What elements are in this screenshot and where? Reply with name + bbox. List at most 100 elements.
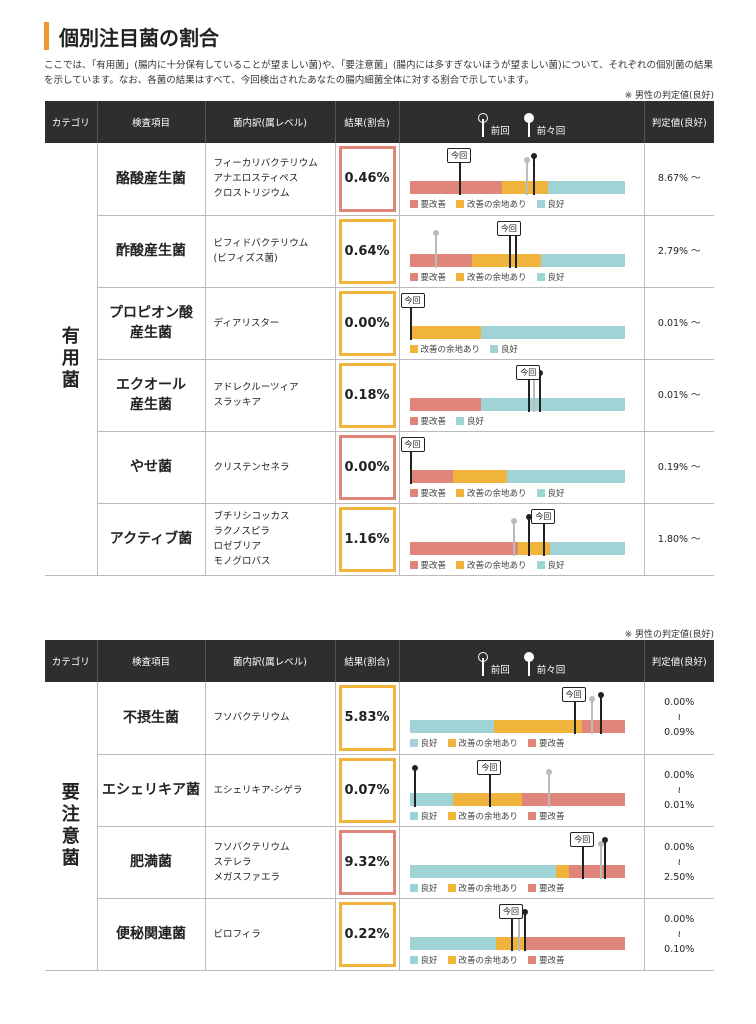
table-row: エクオール 産生菌 アドレクルーツィア スラッキア 0.18% 今回 要改善 良好 0.01% … xyxy=(45,359,714,432)
legend-item-yellow: 改善の余地あり xyxy=(456,198,527,210)
header-bacteria: 菌内訳(属レベル) xyxy=(205,101,336,143)
prev2-marker xyxy=(526,513,533,520)
result-cell: 0.07% xyxy=(335,754,400,827)
item-line: プロピオン酸 xyxy=(109,305,193,321)
judgment-value: 0.01% 〜 xyxy=(644,287,714,360)
prev2-marker xyxy=(411,764,418,771)
chart-legend: 良好 改善の余地あり 要改善 xyxy=(409,810,565,822)
legend-label-red: 要改善 xyxy=(420,488,447,499)
category-char: 注 xyxy=(61,803,80,825)
item-line: やせ菌 xyxy=(130,459,172,475)
legend-item-yellow: 改善の余地あり xyxy=(456,487,527,499)
item-line: アクティブ菌 xyxy=(109,531,193,547)
chart-cell: 今回 要改善 改善の余地あり 良好 xyxy=(399,431,645,504)
bar-segment-yellow xyxy=(493,720,583,733)
item-name: エクオール 産生菌 xyxy=(97,359,206,432)
category-char: 意 xyxy=(61,825,80,847)
prev-needle xyxy=(599,844,602,879)
legend-label-blue: 良好 xyxy=(547,200,565,210)
bacteria-list: フソバクテリウム xyxy=(205,682,336,755)
legend-label-yellow: 改善の余地あり xyxy=(458,739,519,749)
beneficial-bacteria-table: カテゴリ 検査項目 菌内訳(属レベル) 結果(割合) 前回 前々回 判定値(良好) 有用菌 酪酸… xyxy=(45,101,714,576)
bacteria-list: エシェリキア-シゲラ xyxy=(205,754,336,827)
legend-item-red: 要改善 xyxy=(409,415,447,427)
item-line: 便秘関連菌 xyxy=(116,926,186,942)
prev2-needle xyxy=(523,912,526,951)
chart-legend: 良好 改善の余地あり 要改善 xyxy=(409,882,565,894)
result-value: 0.00% xyxy=(338,434,396,500)
header-result: 結果(割合) xyxy=(335,101,400,143)
legend-item-red: 要改善 xyxy=(528,810,565,822)
legend-item-red: 要改善 xyxy=(409,487,447,499)
legend-label-yellow: 改善の余地あり xyxy=(467,272,527,283)
item-name: 肥満菌 xyxy=(97,826,206,899)
category-char: 菌 xyxy=(61,847,80,869)
bacteria-name: ラクノスピラ xyxy=(213,526,270,537)
page-title: 個別注目菌の割合 xyxy=(59,25,219,50)
item-name: プロピオン酸 産生菌 xyxy=(97,287,206,360)
pin-label-prev: 前回 xyxy=(490,665,510,676)
bacteria-name: クリステンセネラ xyxy=(213,461,290,473)
current-tag: 今回 xyxy=(496,220,521,236)
bar-segment-yellow xyxy=(556,864,570,878)
bacteria-list: フィーカリバクテリウム アナエロスティペス クロストリジウム xyxy=(205,143,336,216)
result-cell: 9.32% xyxy=(335,826,400,899)
bacteria-name: ビフィドバクテリウム xyxy=(213,238,309,249)
chart-cell: 今回 要改善 改善の余地あり 良好 xyxy=(399,215,645,288)
prev-marker xyxy=(511,517,518,524)
bar-segment-yellow xyxy=(517,541,550,555)
legend-label-red: 要改善 xyxy=(539,883,565,894)
result-bar-chart: 今回 改善の余地あり 良好 xyxy=(400,288,626,359)
bar-segment-red xyxy=(526,936,626,950)
result-value: 9.32% xyxy=(338,829,396,895)
legend-swatch-blue xyxy=(409,739,418,747)
table-row: エシェリキア菌 エシェリキア-シゲラ 0.07% 今回 良好 改善の余地あり 要改善 0.00… xyxy=(45,754,714,827)
chart-cell: 今回良好 改善の余地あり 要改善 xyxy=(399,754,645,827)
legend-item-red: 要改善 xyxy=(409,559,446,571)
caution-bacteria-table: カテゴリ 検査項目 菌内訳(属レベル) 結果(割合) 前回 前々回 判定値(良好) 要注意菌 不… xyxy=(45,640,714,971)
current-tag: 今回 xyxy=(570,831,595,847)
legend-label-red: 要改善 xyxy=(420,416,447,427)
prev-needle xyxy=(547,772,550,807)
prev2-marker xyxy=(597,692,604,698)
legend-swatch-yellow xyxy=(456,560,465,569)
prev-marker xyxy=(545,768,552,775)
bacteria-name: ブチリシコッカス xyxy=(213,511,290,522)
pin-legend-prev2: 前々回 xyxy=(523,113,565,137)
header-result: 結果(割合) xyxy=(335,640,400,682)
prev-needle xyxy=(532,377,535,412)
bacteria-name: (ビフィズス菌) xyxy=(213,253,278,264)
bacteria-name: アナエロスティペス xyxy=(213,173,299,185)
prev2-needle xyxy=(599,696,602,734)
legend-label-yellow: 改善の余地あり xyxy=(420,344,481,355)
current-tag: 今回 xyxy=(477,759,502,775)
prev2-needle xyxy=(532,157,535,195)
pin-head xyxy=(523,652,534,662)
bacteria-name: フィーカリバクテリウム xyxy=(213,158,318,170)
bacteria-name: アドレクルーツィア xyxy=(213,382,299,393)
judgment-line: 0.01% 〜 xyxy=(657,317,701,329)
legend-item-yellow: 改善の余地あり xyxy=(447,810,518,822)
pin-stem xyxy=(527,658,530,676)
judgment-line: 1.80% 〜 xyxy=(657,533,701,545)
judgment-value: 0.00% ≀ 2.50% xyxy=(644,826,714,899)
result-bar-chart: 今回 要改善 改善の余地あり 良好 xyxy=(400,432,626,503)
legend-item-blue: 良好 xyxy=(409,882,438,894)
legend-item-blue: 良好 xyxy=(409,954,438,966)
header-category: カテゴリ xyxy=(45,640,98,682)
chart-cell: 今回 良好 改善の余地あり 要改善 xyxy=(399,898,645,971)
category-cell: 有用菌 xyxy=(45,143,98,576)
table-row: 肥満菌 フソバクテリウム ステレラ メガスファエラ 9.32% 今回 良好 改善の余地あり 要改… xyxy=(45,826,714,899)
legend-label-blue: 良好 xyxy=(420,811,438,822)
bar-segment-red xyxy=(409,181,503,194)
bacteria-name: スラッキア xyxy=(213,397,262,408)
legend-swatch-blue xyxy=(409,883,418,892)
judgment-line: 0.10% xyxy=(664,943,695,955)
prev2-pin-icon xyxy=(523,113,534,137)
judgment-value: 0.00% ≀ 0.09% xyxy=(644,682,714,755)
legend-swatch-blue xyxy=(409,811,418,820)
result-bar-chart: 今回 要改善 良好 xyxy=(409,360,626,431)
result-value: 0.00% xyxy=(338,290,396,356)
bar-segment-red xyxy=(582,720,626,733)
current-needle xyxy=(508,235,511,268)
